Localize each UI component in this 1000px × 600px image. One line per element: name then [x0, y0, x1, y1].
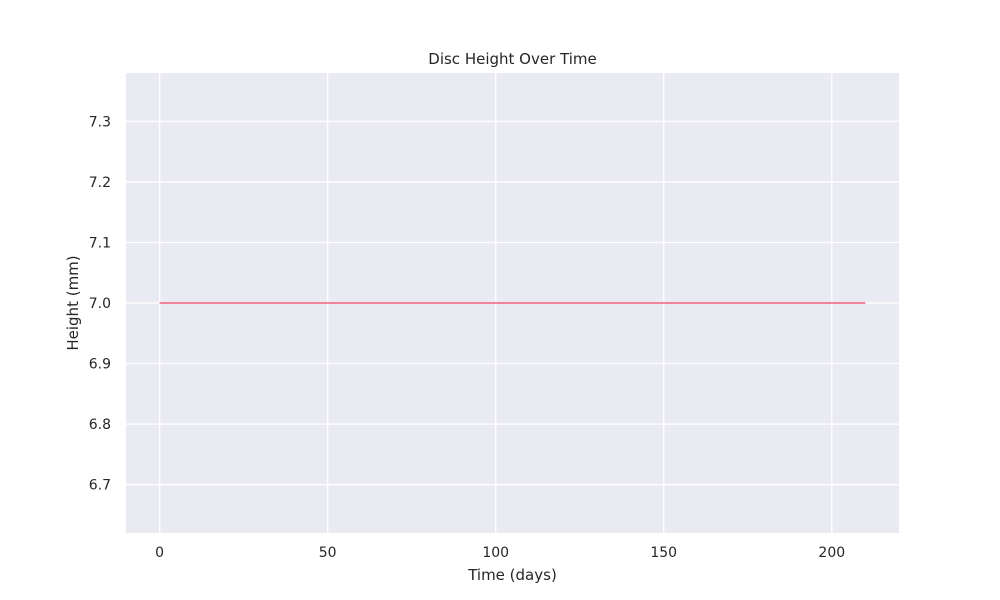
y-tick-label: 7.0: [89, 296, 111, 312]
x-axis-ticks: 0 50 100 150 200: [155, 545, 845, 561]
y-tick-label: 6.7: [89, 478, 111, 494]
y-tick-label: 7.1: [89, 235, 111, 251]
y-axis-label: Height (mm): [64, 255, 82, 350]
x-tick-label: 50: [319, 545, 337, 561]
y-tick-label: 6.9: [89, 357, 111, 373]
y-axis-ticks: 6.7 6.8 6.9 7.0 7.1 7.2 7.3: [89, 114, 111, 493]
y-tick-label: 7.2: [89, 175, 111, 191]
x-tick-label: 150: [650, 545, 677, 561]
x-tick-label: 200: [818, 545, 845, 561]
y-tick-label: 7.3: [89, 114, 111, 130]
x-axis-label: Time (days): [467, 566, 557, 584]
y-tick-label: 6.8: [89, 417, 111, 433]
x-tick-label: 0: [155, 545, 164, 561]
chart-title: Disc Height Over Time: [428, 50, 596, 68]
x-tick-label: 100: [482, 545, 509, 561]
